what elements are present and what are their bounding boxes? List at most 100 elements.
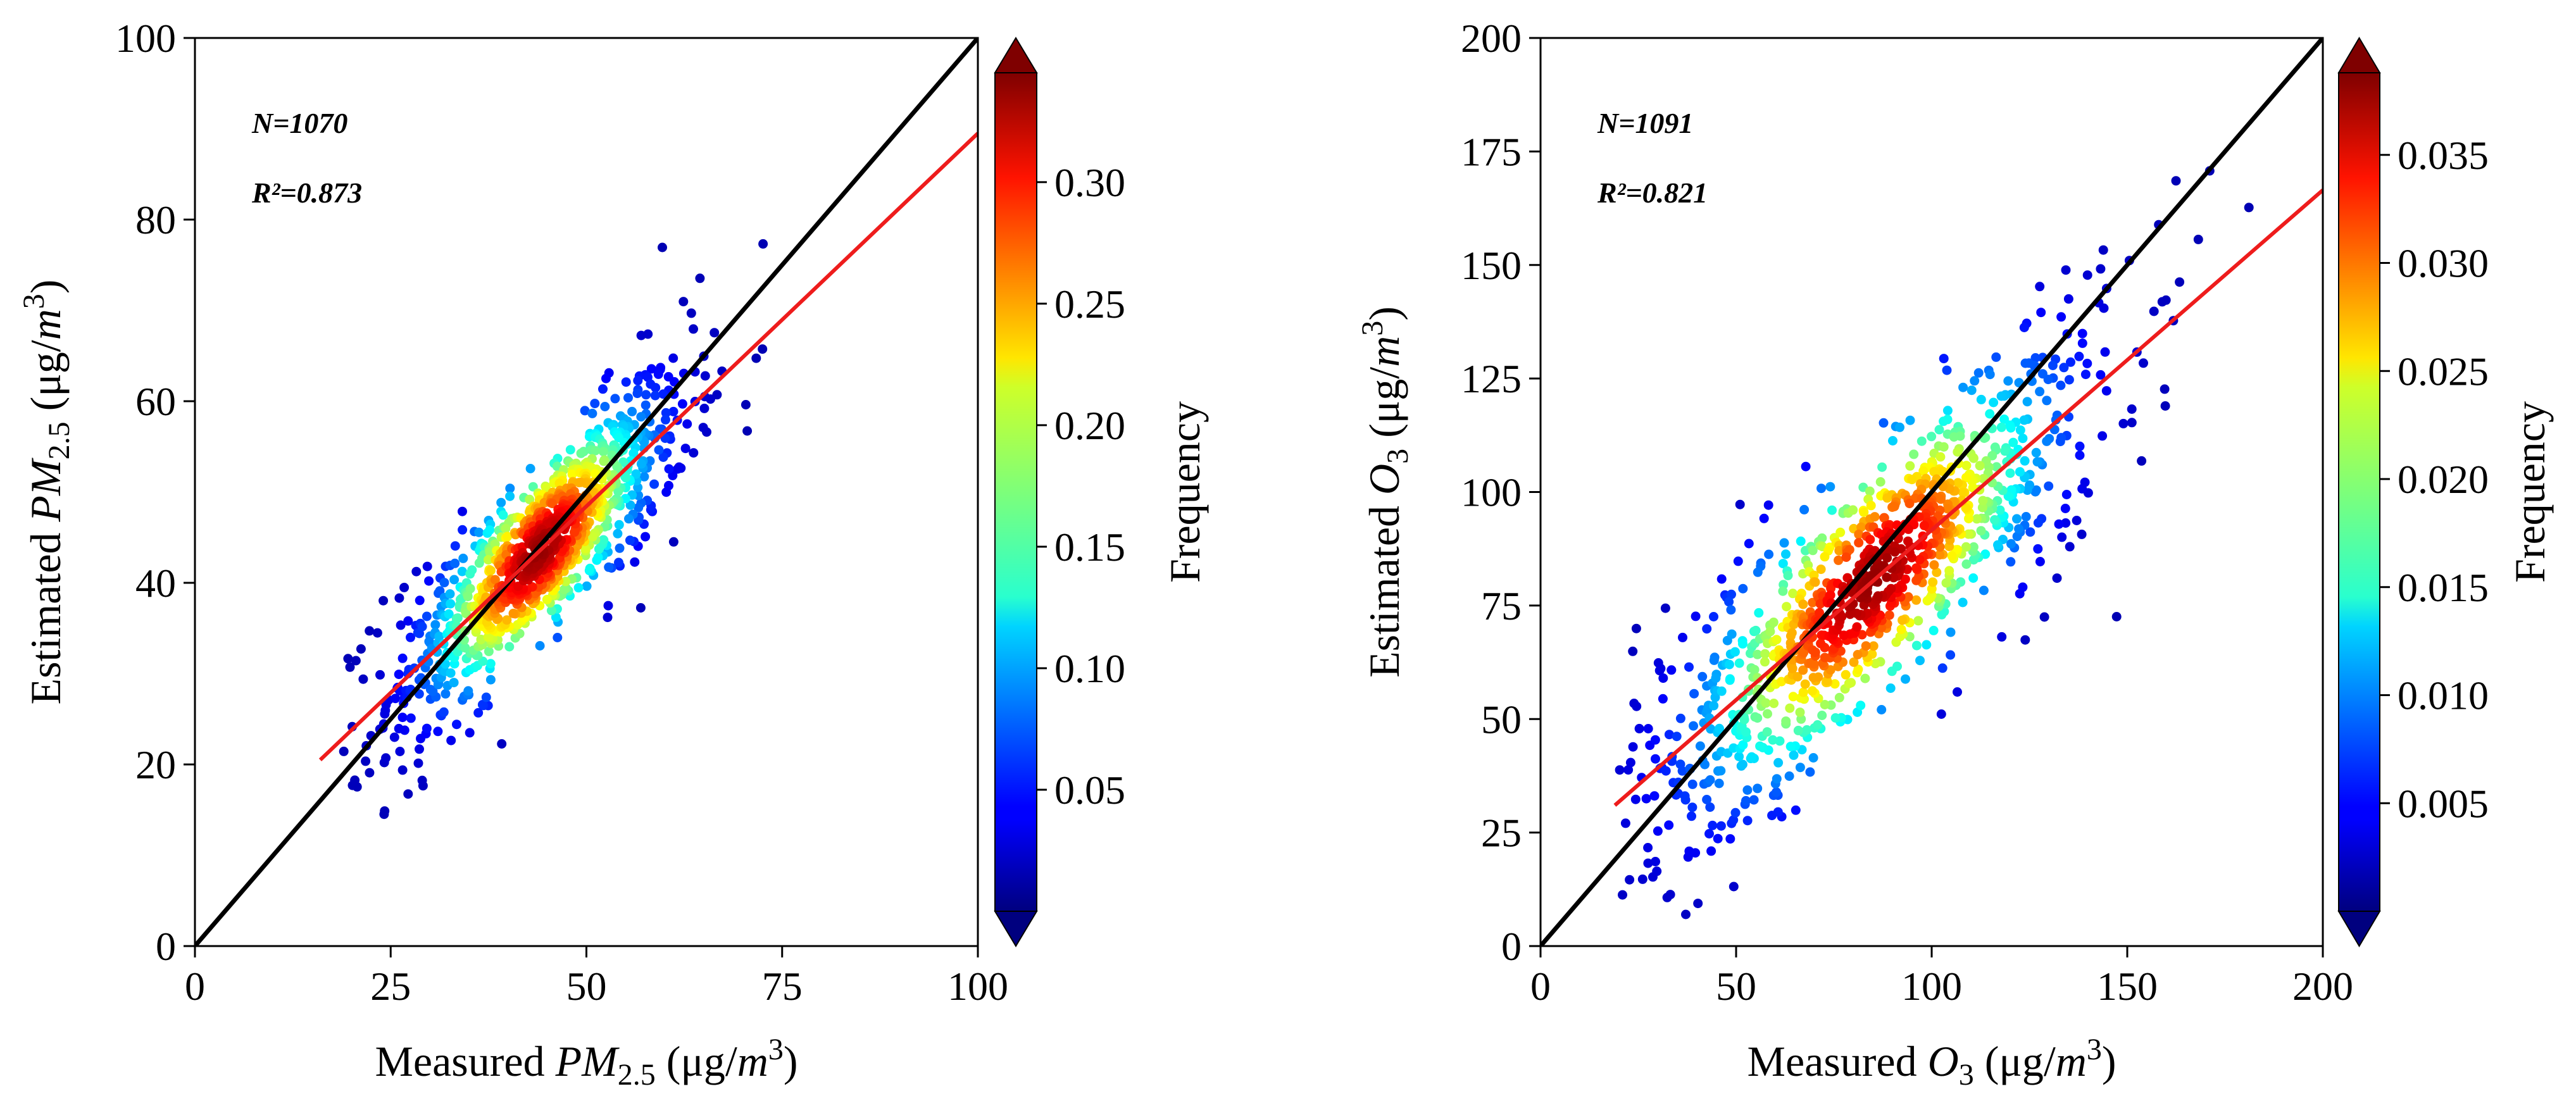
scatter-point bbox=[1759, 513, 1769, 523]
y-tick-label: 0 bbox=[1501, 924, 1522, 969]
scatter-point bbox=[1787, 628, 1797, 638]
scatter-point bbox=[1941, 578, 1951, 588]
scatter-point bbox=[567, 470, 577, 479]
colorbar-tick-label: 0.010 bbox=[2398, 673, 2489, 718]
colorbar-tick-label: 0.005 bbox=[2398, 781, 2489, 826]
scatter-point bbox=[2021, 512, 2031, 521]
scatter-point bbox=[1808, 673, 1818, 683]
scatter-point bbox=[381, 753, 391, 763]
scatter-point bbox=[1724, 597, 1734, 607]
scatter-point bbox=[1661, 766, 1671, 776]
scatter-point bbox=[1808, 753, 1818, 763]
scatter-point bbox=[590, 399, 600, 409]
scatter-point bbox=[1995, 505, 2005, 515]
scatter-point bbox=[1677, 766, 1687, 776]
scatter-point bbox=[1709, 655, 1719, 665]
scatter-point bbox=[508, 608, 518, 618]
scatter-point bbox=[1879, 513, 1889, 523]
scatter-point bbox=[1653, 826, 1663, 836]
scatter-point bbox=[1751, 625, 1761, 635]
scatter-point bbox=[614, 520, 624, 530]
scatter-point bbox=[461, 609, 471, 618]
scatter-point bbox=[1763, 500, 1773, 510]
scatter-point bbox=[502, 615, 512, 625]
scatter-point bbox=[496, 497, 506, 508]
scatter-point bbox=[453, 613, 463, 623]
scatter-point bbox=[417, 621, 427, 632]
scatter-point bbox=[641, 400, 651, 410]
scatter-point bbox=[1663, 950, 1673, 959]
scatter-point bbox=[1734, 658, 1744, 668]
scatter-point bbox=[639, 471, 649, 482]
scatter-point bbox=[1798, 687, 1808, 697]
scatter-point bbox=[1689, 721, 1698, 731]
pm25-panel: 0 25 50 75 100 0 20 40 60 80 100 N=1070 R²=0.873 Meas… bbox=[17, 16, 1209, 1092]
scatter-point bbox=[446, 735, 456, 745]
scatter-point bbox=[2061, 265, 2071, 275]
scatter-point bbox=[576, 448, 586, 458]
scatter-point bbox=[1658, 673, 1668, 683]
scatter-point bbox=[560, 585, 569, 594]
scatter-point bbox=[542, 594, 552, 604]
scatter-point bbox=[641, 532, 651, 542]
scatter-point bbox=[2022, 397, 2032, 407]
scatter-point bbox=[415, 595, 425, 606]
scatter-point bbox=[742, 426, 753, 436]
scatter-point bbox=[2175, 277, 2185, 287]
scatter-point bbox=[682, 419, 692, 429]
scatter-point bbox=[2032, 457, 2042, 467]
scatter-point bbox=[2035, 387, 2045, 397]
scatter-point bbox=[415, 744, 424, 754]
scatter-point bbox=[1877, 705, 1887, 714]
scatter-point bbox=[1813, 720, 1823, 730]
scatter-point bbox=[1835, 527, 1846, 537]
scatter-point bbox=[1656, 663, 1666, 673]
scatter-point bbox=[411, 566, 422, 576]
scatter-point bbox=[2100, 347, 2110, 357]
scatter-point bbox=[1775, 736, 1785, 746]
x-axis-label: Measured PM2.5 (μg/m3) bbox=[375, 1033, 797, 1092]
scatter-point bbox=[1929, 560, 1939, 570]
scatter-point bbox=[465, 583, 475, 594]
scatter-point bbox=[561, 576, 571, 587]
scatter-point bbox=[636, 459, 646, 469]
scatter-point bbox=[632, 389, 642, 399]
scatter-point bbox=[380, 806, 390, 816]
scatter-point bbox=[1651, 857, 1660, 866]
scatter-point bbox=[598, 535, 608, 545]
y-tick-label: 100 bbox=[115, 16, 176, 61]
scatter-point bbox=[1773, 757, 1784, 768]
scatter-point bbox=[598, 447, 608, 457]
scatter-point bbox=[1889, 502, 1899, 511]
scatter-point bbox=[1972, 514, 1982, 524]
scatter-point bbox=[1844, 678, 1854, 689]
x-tick-label: 0 bbox=[1530, 964, 1551, 1009]
scatter-point bbox=[1727, 589, 1736, 599]
scatter-point bbox=[710, 328, 720, 338]
scatter-point bbox=[2065, 542, 2075, 552]
scatter-point bbox=[1623, 765, 1634, 775]
scatter-point bbox=[678, 297, 689, 307]
sample-count-annotation: N=1091 bbox=[1597, 107, 1693, 139]
scatter-point bbox=[2031, 447, 2041, 458]
scatter-point bbox=[1666, 665, 1677, 675]
scatter-point bbox=[2060, 504, 2070, 513]
scatter-point bbox=[1615, 765, 1625, 775]
scatter-point bbox=[446, 668, 456, 678]
scatter-point bbox=[403, 789, 413, 799]
scatter-point bbox=[484, 646, 494, 656]
scatter-points bbox=[1615, 166, 2254, 959]
scatter-point bbox=[2012, 514, 2022, 524]
scatter-point bbox=[1815, 608, 1824, 618]
scatter-point bbox=[433, 726, 443, 737]
scatter-point bbox=[1901, 674, 1910, 684]
y-axis-label: Estimated O3 (μg/m3) bbox=[1356, 306, 1415, 678]
scatter-point bbox=[1976, 394, 1986, 404]
scatter-point bbox=[2059, 363, 2069, 373]
scatter-point bbox=[1680, 791, 1690, 801]
scatter-point bbox=[2139, 358, 2148, 368]
scatter-point bbox=[2019, 415, 2029, 425]
scatter-point bbox=[1841, 552, 1851, 562]
scatter-point bbox=[406, 632, 415, 642]
scatter-point bbox=[2077, 483, 2087, 494]
